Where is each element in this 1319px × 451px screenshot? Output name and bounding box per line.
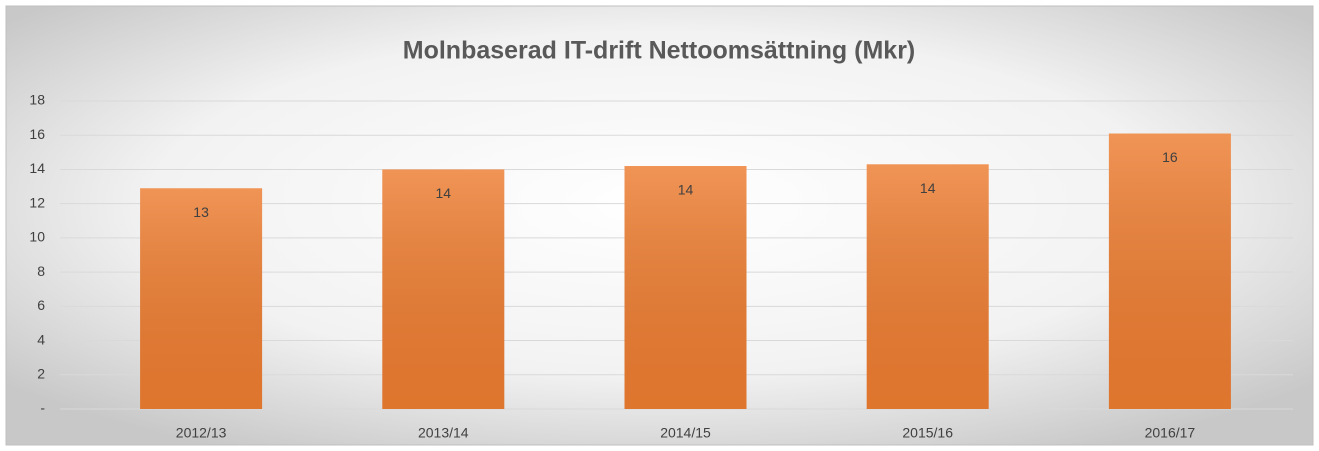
bar-shade	[1108, 133, 1231, 409]
chart-title: Molnbaserad IT-drift Nettoomsättning (Mk…	[403, 37, 916, 65]
data-label: 14	[678, 182, 694, 198]
y-tick-label: 10	[29, 229, 45, 245]
y-tick-label: 4	[37, 331, 45, 347]
data-label: 14	[436, 185, 452, 201]
y-tick-label: 8	[37, 263, 45, 279]
x-tick-label: 2014/15	[660, 425, 711, 441]
y-tick-label: 6	[37, 297, 45, 313]
bar-shade	[140, 188, 263, 409]
data-label: 13	[193, 204, 209, 220]
y-tick-label: 18	[29, 92, 45, 108]
y-tick-label: 14	[29, 160, 45, 176]
x-tick-label: 2012/13	[176, 425, 227, 441]
bar-shade	[382, 169, 505, 409]
data-label: 14	[920, 180, 936, 196]
x-tick-label: 2016/17	[1145, 425, 1196, 441]
bar-shade	[624, 166, 747, 409]
bar-shade	[866, 164, 989, 409]
data-label: 16	[1162, 149, 1178, 165]
x-tick-label: 2015/16	[902, 425, 953, 441]
y-tick-label: 2	[37, 365, 45, 381]
y-tick-label: 12	[29, 194, 45, 210]
y-tick-label: -	[40, 400, 45, 416]
y-tick-label: 16	[29, 126, 45, 142]
x-tick-label: 2013/14	[418, 425, 469, 441]
